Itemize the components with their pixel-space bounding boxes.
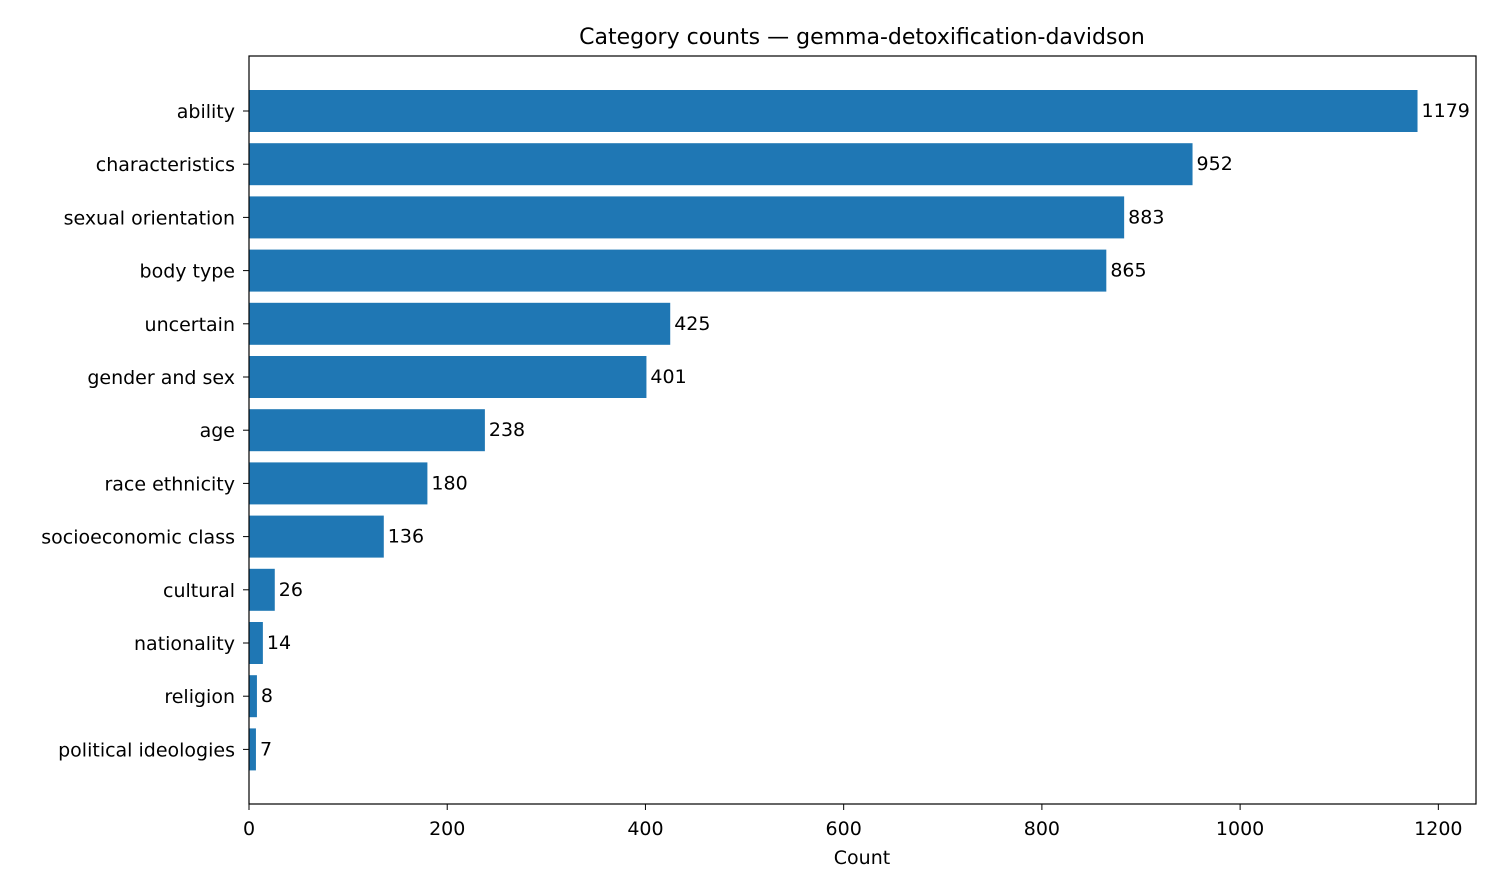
bar-ability <box>249 90 1418 132</box>
data-label-socioeconomic-class: 136 <box>388 526 424 548</box>
bar-socioeconomic-class <box>249 515 384 558</box>
x-axis-label: Count <box>834 847 890 869</box>
y-tick-label-characteristics: characteristics <box>96 154 235 176</box>
data-label-ability: 1179 <box>1422 100 1470 122</box>
bar-cultural <box>249 568 275 611</box>
y-tick-label-socioeconomic-class: socioeconomic class <box>41 527 235 549</box>
data-label-age: 238 <box>489 419 525 441</box>
data-label-nationality: 14 <box>267 632 291 654</box>
y-tick-label-uncertain: uncertain <box>145 314 235 336</box>
bar-characteristics <box>249 143 1193 186</box>
bar-age <box>249 409 485 452</box>
y-tick-label-cultural: cultural <box>163 580 235 602</box>
bar-sexual-orientation <box>249 196 1125 239</box>
x-tick-label-400: 400 <box>627 818 663 840</box>
bar-body-type <box>249 249 1107 292</box>
data-label-characteristics: 952 <box>1197 153 1233 175</box>
data-label-sexual-orientation: 883 <box>1128 206 1164 228</box>
bar-race-ethnicity <box>249 462 428 505</box>
chart-title: Category counts — gemma-detoxification-d… <box>579 25 1145 50</box>
bar-religion <box>249 675 257 718</box>
bar-political-ideologies <box>249 728 256 771</box>
data-label-uncertain: 425 <box>674 313 710 335</box>
data-label-religion: 8 <box>261 685 273 707</box>
data-label-body-type: 865 <box>1110 260 1146 282</box>
y-tick-label-nationality: nationality <box>134 633 235 655</box>
y-axis-ticks: ability characteristics sexual orientation… <box>41 101 249 761</box>
data-label-gender-and-sex: 401 <box>650 366 686 388</box>
data-labels: 1179 952 883 865 425 401 238 180 136 26 14 8 7 <box>260 100 1470 760</box>
y-tick-label-body-type: body type <box>140 261 235 283</box>
x-tick-label-200: 200 <box>429 818 465 840</box>
y-tick-label-age: age <box>200 420 235 442</box>
x-tick-label-800: 800 <box>1024 818 1060 840</box>
plot-frame <box>248 55 1477 805</box>
x-tick-label-0: 0 <box>243 818 255 840</box>
bar-gender-and-sex <box>249 356 647 398</box>
y-tick-label-race-ethnicity: race ethnicity <box>104 473 235 495</box>
y-tick-label-sexual-orientation: sexual orientation <box>64 207 235 229</box>
y-tick-label-religion: religion <box>164 686 235 708</box>
bars <box>249 90 1418 771</box>
data-label-cultural: 26 <box>279 579 303 601</box>
y-tick-label-gender-and-sex: gender and sex <box>87 367 235 389</box>
data-label-race-ethnicity: 180 <box>431 472 467 494</box>
x-tick-label-600: 600 <box>826 818 862 840</box>
x-tick-label-1200: 1200 <box>1414 818 1462 840</box>
bar-uncertain <box>249 302 671 345</box>
data-label-political-ideologies: 7 <box>260 738 272 760</box>
x-axis-ticks: 0 200 400 600 800 1000 1200 <box>243 804 1463 840</box>
y-tick-label-ability: ability <box>177 101 235 123</box>
y-tick-label-political-ideologies: political ideologies <box>58 739 235 761</box>
bar-nationality <box>249 622 263 664</box>
x-tick-label-1000: 1000 <box>1216 818 1264 840</box>
